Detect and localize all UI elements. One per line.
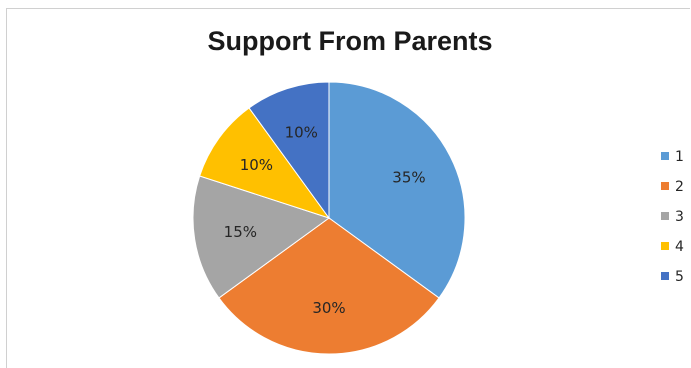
legend-label-4: 4: [675, 239, 684, 255]
legend-swatch-2: [661, 182, 669, 190]
legend-label-3: 3: [675, 209, 684, 225]
pie-slice-1: [328, 81, 466, 299]
chart-title: Support From Parents: [207, 26, 493, 56]
pie-slice-3: [192, 175, 331, 299]
legend-label-5: 5: [675, 269, 684, 285]
legend-label-1: 1: [675, 149, 684, 165]
slice-label-5: 10%: [285, 124, 318, 142]
legend: 1 2 3 4 5: [661, 149, 684, 285]
pie-slice-5: [248, 81, 330, 220]
slice-label-2: 30%: [312, 299, 345, 317]
legend-swatch-1: [661, 152, 669, 160]
legend-swatch-4: [661, 242, 669, 250]
slice-label-1: 35%: [392, 168, 425, 186]
slice-label-4: 10%: [240, 156, 273, 174]
slice-label-3: 15%: [224, 223, 257, 241]
legend-swatch-3: [661, 212, 669, 220]
legend-label-2: 2: [675, 179, 684, 195]
pie-slice-2: [218, 217, 440, 355]
legend-swatch-5: [661, 272, 669, 280]
pie-slices: [192, 81, 466, 355]
pie-slice-labels: 35% 30% 15% 10% 10%: [224, 124, 426, 317]
pie-slice-4: [199, 107, 331, 219]
